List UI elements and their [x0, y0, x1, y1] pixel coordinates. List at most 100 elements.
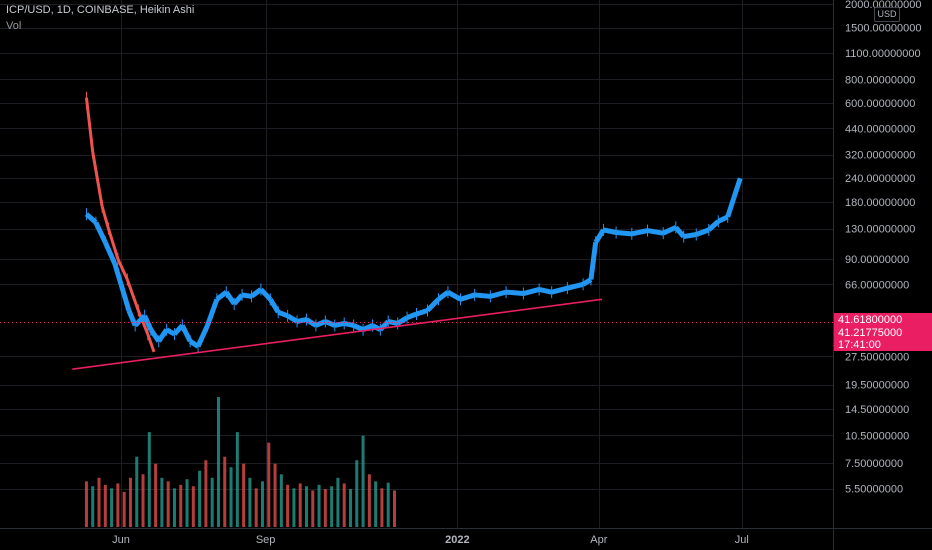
- price-candle: [241, 292, 252, 299]
- price-candle: [205, 298, 220, 327]
- price-tick-label[interactable]: 66.00000000: [845, 279, 909, 291]
- volume-bar: [292, 488, 296, 527]
- price-tick-label[interactable]: 320.00000000: [845, 150, 915, 162]
- volume-bar: [216, 397, 220, 527]
- volume-bar: [91, 486, 95, 527]
- volume-bar: [260, 481, 264, 527]
- volume-bar: [380, 488, 384, 527]
- price-candle: [84, 97, 95, 153]
- volume-bar: [311, 490, 315, 527]
- price-candle: [474, 292, 491, 299]
- volume-bar: [361, 435, 365, 527]
- symbol-title[interactable]: ICP/USD, 1D, COINBASE, Heikin Ashi: [6, 4, 195, 16]
- volume-bar: [298, 483, 302, 527]
- volume-bar: [191, 486, 195, 527]
- price-candle: [343, 320, 355, 328]
- price-candle: [489, 289, 507, 299]
- price-candle: [551, 285, 569, 295]
- price-tick-label[interactable]: 27.50000000: [845, 351, 909, 363]
- price-tick-label[interactable]: 800.00000000: [845, 74, 915, 86]
- price-candle: [673, 225, 686, 239]
- price-tick-label[interactable]: 600.00000000: [845, 98, 915, 110]
- price-candle: [93, 221, 108, 244]
- volume-bar: [392, 490, 396, 527]
- volume-bar: [116, 483, 120, 527]
- price-tick-label[interactable]: 2000.00000000: [845, 0, 921, 11]
- volume-bar: [147, 432, 151, 527]
- price-tick-label[interactable]: 10.50000000: [845, 430, 909, 442]
- price-tick-label[interactable]: 5.50000000: [845, 484, 903, 496]
- price-candle: [717, 214, 729, 224]
- time-axis-labels[interactable]: Jun Sep 2022 Apr Jul: [112, 534, 749, 546]
- price-tick-label[interactable]: 7.50000000: [845, 458, 903, 470]
- price-candle: [195, 324, 210, 348]
- price-candle: [566, 281, 584, 291]
- price-candle: [593, 228, 606, 244]
- price-candle: [647, 228, 664, 236]
- time-tick-label[interactable]: Apr: [590, 534, 607, 546]
- volume-bar: [141, 474, 145, 527]
- time-tick-label[interactable]: Jul: [735, 534, 749, 546]
- volume-bar: [97, 477, 101, 527]
- price-candle: [446, 289, 462, 302]
- volume-bar: [84, 481, 88, 527]
- price-tick-label[interactable]: 90.00000000: [845, 254, 909, 266]
- price-tick-label[interactable]: 240.00000000: [845, 173, 915, 185]
- price-candle: [103, 241, 118, 265]
- price-axis-labels[interactable]: 2000.00000000 1500.00000000 1100.00000000 8…: [845, 0, 921, 496]
- price-tick-label[interactable]: 1500.00000000: [845, 23, 921, 35]
- last-price-tag: 41.61800000: [834, 313, 932, 328]
- volume-bar: [254, 488, 258, 527]
- volume-bar: [166, 481, 170, 527]
- volume-bar: [235, 432, 239, 527]
- volume-bar: [103, 484, 107, 527]
- price-candle: [362, 323, 374, 332]
- price-tick-label[interactable]: 130.00000000: [845, 224, 915, 236]
- price-candle: [425, 297, 441, 313]
- volume-bar: [355, 460, 359, 527]
- price-tick-label[interactable]: 180.00000000: [845, 197, 915, 209]
- volume-bar: [204, 460, 208, 527]
- close-price-tag: 41.21775000 17:41:00: [834, 326, 932, 351]
- volume-bar: [367, 474, 371, 527]
- price-candle: [406, 311, 418, 320]
- price-candle: [107, 228, 120, 260]
- price-candle: [505, 289, 524, 297]
- price-candle: [459, 292, 476, 302]
- volume-bar: [223, 456, 227, 527]
- volume-bar: [198, 470, 202, 527]
- time-tick-label[interactable]: 2022: [445, 534, 469, 546]
- volume-bar: [172, 488, 176, 527]
- volume-bar: [323, 489, 327, 527]
- price-tick-label[interactable]: 1100.00000000: [845, 48, 921, 60]
- close-price-value: 41.21775000: [838, 327, 903, 339]
- price-candle: [707, 219, 720, 232]
- volume-bar: [185, 479, 189, 527]
- price-candle: [603, 227, 617, 235]
- price-candle: [142, 314, 154, 331]
- volume-bar: [273, 463, 277, 527]
- volume-bar: [336, 477, 340, 527]
- price-tick-label[interactable]: 14.50000000: [845, 404, 909, 416]
- time-tick-label[interactable]: Sep: [256, 534, 276, 546]
- currency-button[interactable]: USD: [874, 7, 900, 22]
- price-candle: [615, 230, 633, 237]
- volume-bar: [154, 463, 158, 527]
- time-tick-label[interactable]: Jun: [112, 534, 130, 546]
- volume-bars: [84, 397, 396, 527]
- volume-indicator-label[interactable]: Vol: [6, 20, 22, 32]
- volume-bar: [304, 486, 308, 527]
- price-candle: [180, 324, 193, 343]
- volume-bar: [135, 456, 139, 527]
- grid: [0, 0, 833, 528]
- price-candle: [296, 317, 307, 324]
- price-candle: [731, 177, 743, 199]
- trendline[interactable]: [72, 298, 603, 370]
- price-candle: [314, 319, 327, 328]
- price-tick-label[interactable]: 440.00000000: [845, 123, 915, 135]
- volume-bar: [229, 467, 233, 527]
- price-candle: [352, 323, 365, 332]
- price-candle: [125, 278, 140, 311]
- price-tick-label[interactable]: 19.50000000: [845, 380, 909, 392]
